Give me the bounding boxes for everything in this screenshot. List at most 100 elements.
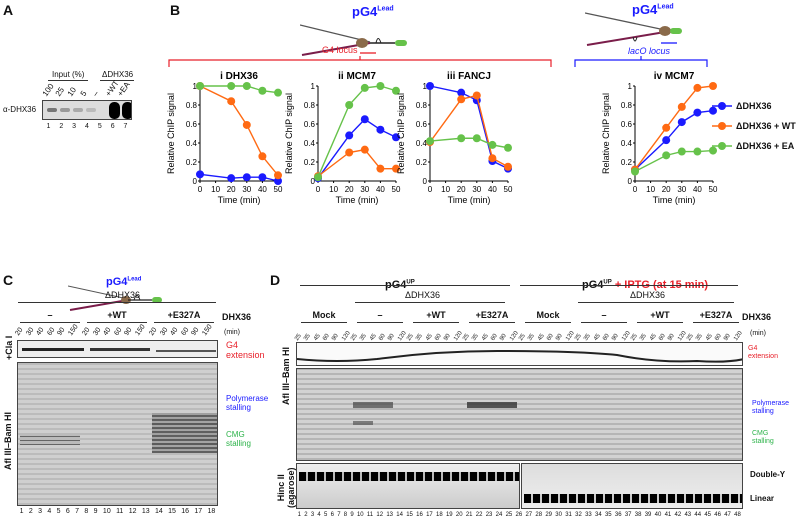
- time-label: 60: [657, 333, 667, 342]
- g4-locus-label: G4 locus: [322, 45, 358, 55]
- data-point: [504, 162, 512, 171]
- lane-number: 12: [128, 508, 137, 515]
- group-divider: [301, 322, 347, 323]
- lane-number: 1: [297, 512, 301, 518]
- panel-a-label: A: [3, 2, 14, 18]
- d-gel-afliii-bamhi: [296, 368, 743, 461]
- lane-number: 10: [102, 508, 111, 515]
- legend-item: ΔDHX36 + WT: [712, 121, 796, 131]
- lane-number: 2: [28, 508, 33, 515]
- x-tick-label: 20: [662, 185, 671, 194]
- lane-number: 22: [475, 512, 483, 518]
- x-tick-label: 30: [472, 185, 481, 194]
- x-tick-label: 50: [709, 185, 718, 194]
- group-divider: [357, 322, 403, 323]
- panel-b-label: B: [170, 2, 181, 18]
- lane-number: 15: [168, 508, 176, 515]
- data-point: [504, 143, 512, 152]
- lane-number: 6: [110, 123, 115, 130]
- chart-title: iv MCM7: [654, 71, 695, 82]
- time-label: 120: [564, 330, 576, 342]
- y-tick-label: 0.4: [621, 139, 633, 148]
- y-tick-label: 0.2: [621, 158, 633, 167]
- legend-label: ΔDHX36 + EA: [736, 141, 795, 151]
- lane-number: 40: [654, 512, 662, 518]
- time-label: 60: [601, 333, 611, 342]
- time-label: 45: [312, 333, 322, 342]
- data-point: [274, 88, 282, 97]
- lane-number: 9: [93, 508, 98, 515]
- c-row-header: DHX36: [222, 312, 252, 322]
- data-point: [457, 88, 466, 97]
- lane-number: 25: [505, 512, 513, 518]
- legend-item: ΔDHX36: [712, 101, 771, 111]
- lane-number: 6: [330, 512, 334, 518]
- d-dhx36-header-left: ΔDHX36: [405, 290, 441, 300]
- data-point: [392, 164, 400, 173]
- x-tick-label: 0: [633, 185, 638, 194]
- lane-number: 13: [386, 512, 394, 518]
- c-gel-top-label: +Cla I: [4, 335, 14, 360]
- data-point: [457, 134, 466, 143]
- time-label: 25: [294, 333, 303, 342]
- data-point: [662, 136, 671, 145]
- lane-number: 28: [535, 512, 543, 518]
- chart-title: ii MCM7: [338, 71, 376, 82]
- time-label: 25: [462, 333, 471, 342]
- group-divider: [154, 322, 214, 323]
- lane-number: 5: [56, 508, 61, 515]
- lane-number: 11: [366, 512, 374, 518]
- row-label-anti-dhx36: α-DHX36: [3, 105, 37, 114]
- data-point: [258, 152, 267, 161]
- y-tick-label: 0: [628, 177, 633, 186]
- x-tick-label: 30: [360, 185, 369, 194]
- time-label: 30: [91, 326, 102, 337]
- time-label: 20: [14, 326, 25, 337]
- d-gel-hincii-left: [296, 463, 520, 509]
- y-tick-label: 1: [193, 82, 198, 91]
- data-point: [258, 173, 267, 182]
- time-label: 35: [303, 333, 313, 342]
- data-point: [376, 164, 385, 173]
- legend-marker: [712, 122, 732, 130]
- data-point: [677, 102, 686, 111]
- data-point: [677, 147, 686, 156]
- group-divider: [87, 322, 147, 323]
- time-label: 45: [648, 333, 658, 342]
- data-point: [392, 133, 400, 142]
- group-label: +E327A: [475, 310, 509, 320]
- lane-number: 2: [304, 512, 308, 518]
- time-label: 90: [387, 333, 397, 342]
- y-tick-label: 0: [423, 177, 428, 186]
- lane-number: 37: [624, 512, 632, 518]
- d-gel-hincii-right: [521, 463, 743, 509]
- chart-title: i DHX36: [220, 71, 258, 82]
- d-cmg-stalling-label: CMG stalling: [752, 430, 774, 445]
- c-dhx36-header: ΔDHX36: [105, 290, 141, 300]
- time-label: 120: [620, 330, 632, 342]
- data-point: [242, 173, 251, 182]
- c-gel-afliii-bamhi: [17, 362, 218, 506]
- lane-number: 8: [84, 508, 89, 515]
- x-tick-label: 50: [392, 185, 401, 194]
- d-dhx36-header-right: ΔDHX36: [630, 290, 666, 300]
- y-tick-label: 0.2: [304, 158, 316, 167]
- time-label: 90: [443, 333, 453, 342]
- time-label: 35: [415, 333, 425, 342]
- lane-number: 29: [545, 512, 553, 518]
- time-label: 150: [133, 323, 147, 337]
- lane-number: 13: [141, 508, 150, 515]
- data-point: [693, 108, 702, 117]
- x-tick-label: 30: [677, 185, 686, 194]
- time-label: 20: [81, 326, 92, 337]
- data-point: [472, 91, 481, 100]
- group-divider: [637, 322, 683, 323]
- series-line: [634, 110, 714, 171]
- lane-number: 34: [595, 512, 602, 518]
- diagram-title-left: pG4Lead: [352, 4, 394, 19]
- input-header: Input (%): [52, 70, 85, 79]
- x-tick-label: 10: [329, 185, 338, 194]
- time-label: 25: [686, 333, 695, 342]
